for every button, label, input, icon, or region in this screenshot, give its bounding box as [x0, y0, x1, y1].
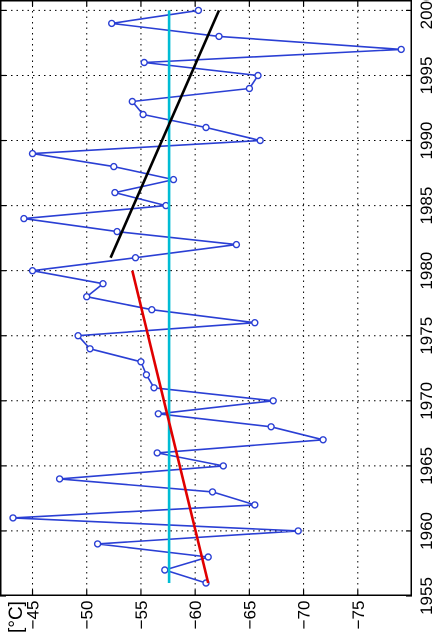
- data-point: [99, 280, 107, 288]
- data-point: [267, 423, 275, 431]
- data-point: [86, 345, 94, 353]
- data-point: [55, 475, 64, 483]
- data-point: [28, 149, 37, 158]
- tick-label-year: 1955: [417, 577, 436, 615]
- tick-label-temperature: −45: [24, 601, 43, 630]
- data-point: [131, 254, 140, 262]
- data-point: [161, 566, 169, 574]
- data-point: [208, 488, 217, 496]
- unit-label: [°C]: [6, 601, 27, 633]
- tick-label-year: 1975: [417, 317, 436, 355]
- data-point: [204, 553, 212, 561]
- data-point: [154, 410, 163, 418]
- data-point: [93, 540, 102, 548]
- data-point: [397, 45, 405, 54]
- data-point: [111, 188, 119, 197]
- data-point: [251, 501, 259, 509]
- tick-label-temperature: −70: [295, 601, 314, 630]
- tick-label-temperature: −60: [186, 601, 205, 630]
- data-point: [20, 214, 28, 223]
- data-point: [113, 227, 121, 236]
- tick-label-year: 1980: [417, 252, 436, 290]
- tick-label-year: 1965: [417, 447, 436, 485]
- tick-labels: 1955 1960 1965 1970 1975 1980 1985 1990 1995 2000…: [24, 0, 436, 629]
- tick-label-year: 1970: [417, 382, 436, 420]
- tick-label-year: 1995: [417, 57, 436, 95]
- data-point: [82, 293, 91, 301]
- data-point: [140, 58, 148, 67]
- data-point: [150, 384, 158, 392]
- data-point: [110, 162, 118, 171]
- data-point: [256, 136, 264, 145]
- data-point: [74, 332, 82, 340]
- data-point: [194, 6, 203, 15]
- tick-label-year: 1990: [417, 122, 436, 160]
- tick-label-year: 1960: [417, 512, 436, 550]
- tick-label-temperature: −50: [78, 601, 97, 630]
- data-point: [28, 267, 37, 275]
- data-point: [219, 462, 228, 470]
- data-point: [169, 175, 178, 184]
- trend-line-2: [131, 270, 210, 584]
- data-point: [142, 371, 151, 379]
- data-point: [139, 110, 147, 119]
- tick-label-temperature: −75: [349, 601, 368, 630]
- ticks: [0, 0, 412, 597]
- data-point: [9, 514, 17, 522]
- tick-label-temperature: −55: [132, 601, 151, 630]
- data-point: [215, 32, 223, 41]
- tick-label-year: 1985: [417, 187, 436, 225]
- series-layer: [9, 6, 405, 587]
- data-point: [294, 527, 302, 535]
- trend-line-3: [109, 9, 221, 259]
- plot-frame: [0, 0, 412, 596]
- data-point: [202, 123, 210, 132]
- tick-label-temperature: −65: [240, 601, 259, 630]
- data-point: [137, 358, 145, 366]
- data-point: [128, 97, 137, 106]
- data-point: [251, 319, 259, 327]
- data-point: [269, 397, 277, 405]
- tick-label-year: 2000: [417, 0, 436, 29]
- data-point: [254, 71, 262, 80]
- data-point: [148, 306, 156, 314]
- data-point: [245, 84, 254, 93]
- data-point: [153, 449, 161, 457]
- data-point: [319, 436, 327, 444]
- data-point: [107, 19, 116, 28]
- data-point: [232, 240, 241, 249]
